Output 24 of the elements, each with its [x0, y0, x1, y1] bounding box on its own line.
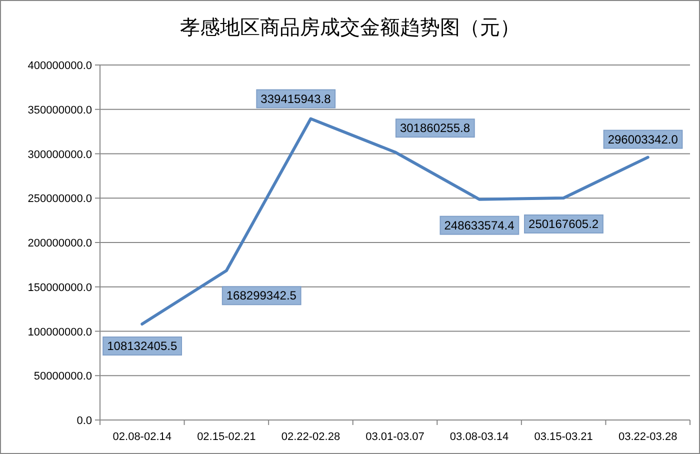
y-tick-label: 200000000.0 [28, 238, 92, 250]
x-tick-label: 02.08-02.14 [112, 431, 172, 443]
y-tick-label: 0.0 [76, 415, 92, 427]
data-label: 250167605.2 [528, 216, 599, 231]
chart-title: 孝感地区商品房成交金额趋势图（元） [180, 17, 520, 39]
y-tick-label: 250000000.0 [28, 193, 92, 206]
y-tick-label: 100000000.0 [28, 326, 92, 338]
x-tick-label: 03.01-03.07 [366, 431, 424, 443]
data-label: 248633574.4 [444, 218, 515, 232]
data-label: 296003342.0 [608, 132, 678, 146]
data-label: 301860255.8 [400, 121, 470, 136]
x-tick-label: 03.08-03.14 [450, 431, 509, 443]
y-tick-label: 50000000.0 [34, 370, 92, 383]
y-tick-label: 400000000.0 [28, 60, 92, 72]
y-tick-label: 150000000.0 [28, 282, 92, 294]
x-tick-label: 03.22-03.28 [618, 431, 678, 443]
y-tick-label: 300000000.0 [28, 148, 92, 161]
x-tick-label: 02.22-02.28 [281, 431, 340, 443]
x-tick-label: 02.15-02.21 [197, 431, 256, 443]
data-label: 339415943.8 [260, 92, 332, 106]
y-tick-label: 350000000.0 [28, 104, 92, 116]
x-tick-label: 03.15-03.21 [534, 431, 593, 443]
data-label: 168299342.5 [226, 288, 297, 303]
data-label: 108132405.5 [107, 339, 178, 354]
